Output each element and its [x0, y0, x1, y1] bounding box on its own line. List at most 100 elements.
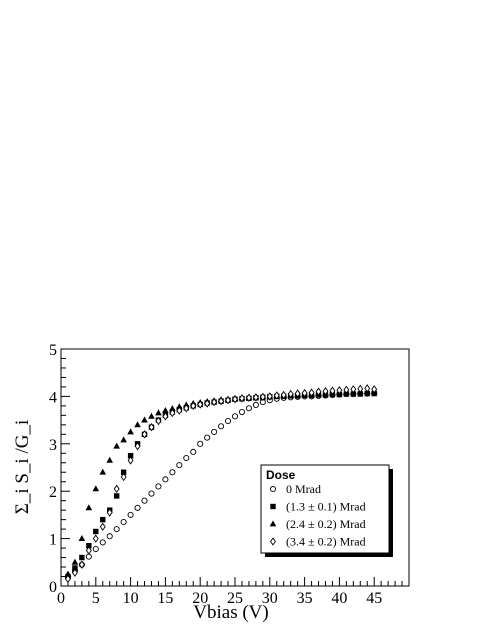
data-point: [245, 393, 252, 403]
x-tick-label: 10: [123, 590, 139, 607]
data-point: [252, 393, 259, 402]
legend-entries: 0 Mrad (1.3 ± 0.1) Mrad (2.4 ± 0.2) Mrad (3…: [269, 482, 366, 549]
legend-marker: [270, 537, 276, 546]
data-point: [99, 522, 106, 531]
data-point: [231, 413, 239, 420]
data-point: [183, 404, 190, 413]
y-tick-label: 4: [49, 389, 57, 406]
y-axis-label: Σ_i S_i /G_i: [12, 420, 33, 514]
data-point: [64, 570, 72, 577]
legend-entry: 0 Mrad: [269, 482, 321, 496]
data-point: [120, 472, 127, 482]
x-tick-label: 25: [227, 590, 243, 607]
x-tick-label: 20: [192, 590, 208, 607]
legend-marker: [269, 485, 277, 493]
data-point: [211, 397, 218, 407]
data-point: [71, 558, 79, 565]
data-point: [120, 469, 127, 475]
data-point: [120, 436, 127, 443]
data-point: [79, 554, 85, 561]
x-axis-label: Vbias (V): [193, 602, 268, 623]
legend-entry: (3.4 ± 0.2) Mrad: [270, 535, 366, 549]
data-point: [85, 504, 93, 511]
data-point: [218, 396, 225, 406]
data-point: [127, 428, 134, 435]
series-3: [65, 384, 378, 584]
data-point: [211, 428, 218, 436]
data-point: [72, 565, 78, 571]
legend-label: 0 Mrad: [286, 482, 321, 496]
data-point: [92, 485, 100, 492]
data-point: [322, 387, 329, 396]
data-point: [148, 490, 155, 497]
x-tick-label: 0: [57, 590, 65, 607]
data-point: [85, 553, 92, 560]
data-point: [100, 516, 106, 523]
data-point: [99, 468, 107, 475]
data-point: [99, 539, 106, 546]
data-point: [141, 416, 148, 423]
data-point: [113, 526, 120, 533]
data-point: [162, 407, 169, 414]
data-point: [120, 518, 127, 526]
data-point: [176, 406, 183, 415]
data-point: [176, 462, 183, 469]
data-point: [162, 412, 169, 421]
data-point: [169, 469, 176, 476]
legend: Dose 0 Mrad (1.3 ± 0.1) Mrad (2.4 ± 0.2) M…: [260, 464, 393, 557]
data-point: [92, 534, 99, 543]
data-point: [155, 409, 162, 416]
axis-ticks: [60, 348, 410, 587]
data-point: [127, 452, 134, 459]
data-point: [148, 412, 155, 419]
data-point: [106, 456, 114, 463]
x-tick-label: 15: [157, 590, 173, 607]
data-point: [197, 400, 204, 409]
data-point: [266, 392, 273, 401]
data-point: [308, 388, 315, 397]
legend-label: (2.4 ± 0.2) Mrad: [286, 517, 366, 531]
data-point: [78, 535, 86, 541]
data-point: [113, 484, 120, 494]
legend-marker: [270, 503, 276, 510]
data-point: [176, 403, 183, 410]
legend-marker: [269, 520, 277, 527]
data-point: [162, 476, 169, 483]
data-point: [218, 423, 225, 430]
data-point: [259, 392, 266, 402]
data-point: [106, 533, 113, 540]
data-point: [155, 416, 162, 426]
x-tick-labels: 0 5 10 15 20 25 30 35 40 45: [57, 590, 382, 607]
data-point: [364, 384, 371, 393]
data-point: [294, 389, 301, 398]
data-point: [232, 395, 238, 404]
data-point: [190, 448, 197, 455]
data-point: [224, 417, 232, 425]
y-tick-label: 3: [49, 437, 57, 454]
legend-title: Dose: [266, 468, 296, 482]
x-tick-label: 35: [297, 590, 313, 607]
legend-entry: (2.4 ± 0.2) Mrad: [269, 517, 366, 531]
data-point: [287, 389, 294, 399]
data-point: [71, 568, 78, 577]
data-point: [85, 546, 92, 555]
legend-label: (3.4 ± 0.2) Mrad: [286, 535, 366, 549]
data-point: [141, 497, 148, 504]
data-point: [113, 442, 120, 449]
data-point: [238, 408, 246, 416]
data-point: [65, 574, 71, 584]
data-point: [127, 456, 134, 465]
data-point: [169, 408, 176, 418]
y-tick-labels: 0 1 2 3 4 5: [49, 342, 57, 596]
data-point: [301, 388, 308, 398]
data-point: [350, 385, 357, 394]
y-tick-label: 2: [49, 484, 57, 501]
data-point: [93, 528, 99, 535]
y-tick-label: 0: [49, 579, 57, 596]
data-point: [169, 405, 176, 412]
data-point: [190, 401, 197, 411]
data-point: [86, 543, 92, 549]
data-point: [280, 390, 287, 400]
data-point: [134, 504, 141, 511]
data-point: [371, 385, 378, 394]
